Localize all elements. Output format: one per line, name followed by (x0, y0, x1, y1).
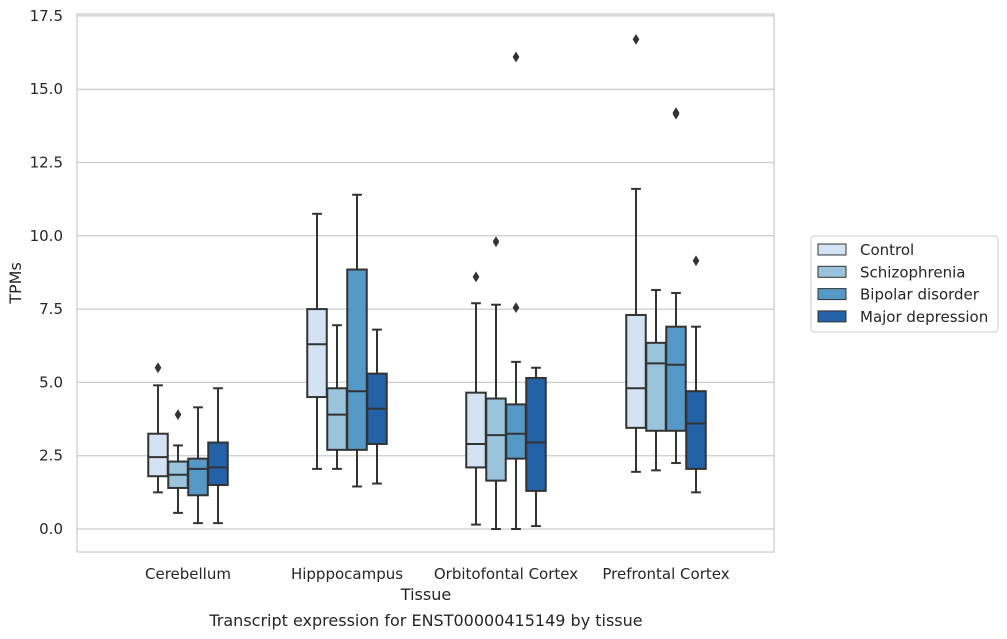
outlier-point (632, 33, 640, 45)
box-schizophrenia (167, 409, 189, 514)
outlier-point (492, 236, 500, 248)
box-major-depression (366, 328, 388, 485)
y-tick-label: 2.5 (39, 447, 63, 465)
x-axis-label: Tissue (400, 585, 451, 604)
box-series (147, 33, 707, 530)
x-tick-label: Prefrontal Cortex (602, 565, 729, 583)
plot-frame (76, 13, 775, 553)
outlier-point (512, 302, 520, 314)
legend-swatch (817, 243, 847, 256)
legend-swatch (817, 310, 847, 323)
legend-entry-label: Major depression (860, 308, 988, 326)
y-tick-label: 12.5 (30, 154, 63, 172)
chart-caption: Transcript expression for ENST0000041514… (208, 611, 642, 630)
box-iqr (147, 432, 169, 478)
box-control (625, 33, 647, 473)
y-tick-label: 7.5 (39, 300, 63, 318)
box-major-depression (685, 255, 707, 494)
y-tick-label: 0.0 (39, 520, 63, 538)
box-iqr (685, 390, 707, 470)
x-tick-label: Orbitofontal Cortex (434, 565, 578, 583)
y-tick-label: 15.0 (30, 80, 63, 98)
box-control (147, 362, 169, 494)
y-tick-label: 17.5 (30, 7, 63, 25)
box-iqr (665, 325, 687, 432)
y-axis-label: TPMs (6, 262, 25, 305)
box-iqr (326, 387, 348, 451)
box-iqr (505, 403, 527, 460)
legend-entry-label: Control (860, 241, 914, 259)
box-control (306, 212, 328, 470)
outlier-point (692, 255, 700, 267)
box-iqr (306, 308, 328, 399)
box-bipolar-disorder (505, 51, 527, 530)
outlier-point (174, 409, 182, 421)
legend-entry-label: Schizophrenia (860, 263, 965, 281)
box-bipolar-disorder (665, 107, 687, 465)
outlier-point (512, 51, 520, 63)
box-iqr (645, 341, 667, 432)
box-iqr (525, 377, 547, 492)
box-major-depression (525, 366, 547, 528)
y-tick-labels: 0.0 2.5 5.0 7.5 10.0 12.5 15.0 17.5 (30, 7, 63, 538)
box-iqr (465, 391, 487, 469)
legend-swatch (817, 265, 847, 278)
box-bipolar-disorder (187, 406, 209, 525)
outlier-point (472, 271, 480, 283)
legend-frame (810, 235, 999, 333)
outlier-point (154, 362, 162, 374)
box-iqr (346, 268, 368, 451)
box-iqr (187, 457, 209, 497)
x-tick-labels: Cerebellum Hipppocampus Orbitofontal Corte… (145, 565, 730, 583)
x-tick-label: Cerebellum (145, 565, 231, 583)
box-schizophrenia (645, 289, 667, 472)
grid-lines (77, 15, 774, 530)
x-tick-label: Hipppocampus (291, 565, 403, 583)
box-iqr (207, 441, 229, 487)
outlier-point (672, 107, 680, 119)
legend-entry-label: Bipolar disorder (860, 286, 980, 304)
box-bipolar-disorder (346, 193, 368, 488)
box-major-depression (207, 387, 229, 525)
box-schizophrenia (326, 324, 348, 470)
legend-swatch (817, 288, 847, 301)
box-iqr (485, 397, 507, 482)
y-tick-label: 10.0 (30, 227, 63, 245)
y-tick-label: 5.0 (39, 373, 63, 391)
box-iqr (625, 313, 647, 429)
legend: Control Schizophrenia Bipolar disorder Majo… (810, 235, 999, 333)
